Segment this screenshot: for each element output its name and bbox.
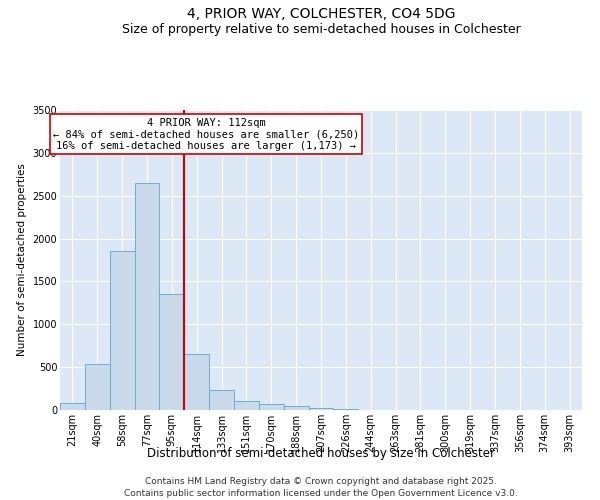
Text: 4, PRIOR WAY, COLCHESTER, CO4 5DG: 4, PRIOR WAY, COLCHESTER, CO4 5DG [187,8,455,22]
Text: Distribution of semi-detached houses by size in Colchester: Distribution of semi-detached houses by … [147,448,495,460]
Y-axis label: Number of semi-detached properties: Number of semi-detached properties [17,164,27,356]
Bar [234,400,259,410]
Bar [134,183,160,410]
Bar [308,408,334,410]
Text: 4 PRIOR WAY: 112sqm
← 84% of semi-detached houses are smaller (6,250)
16% of sem: 4 PRIOR WAY: 112sqm ← 84% of semi-detach… [53,118,359,150]
Bar [60,403,85,410]
Bar [259,404,284,410]
Bar [209,390,234,410]
Text: Contains HM Land Registry data © Crown copyright and database right 2025.
Contai: Contains HM Land Registry data © Crown c… [124,476,518,498]
Bar [160,294,184,410]
Bar [85,364,110,410]
Bar [110,252,134,410]
Bar [284,406,308,410]
Text: Size of property relative to semi-detached houses in Colchester: Size of property relative to semi-detach… [122,22,520,36]
Bar [334,409,358,410]
Bar [184,354,209,410]
